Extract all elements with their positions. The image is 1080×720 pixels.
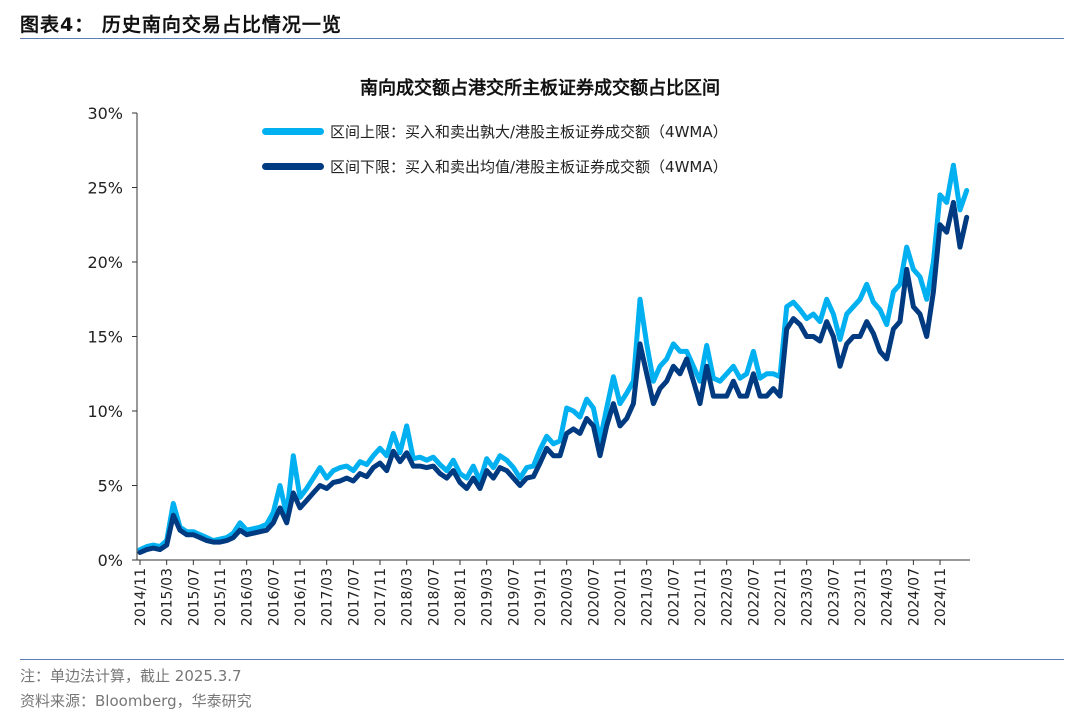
x-tick-label: 2017/11 bbox=[373, 568, 389, 626]
x-tick-label: 2016/03 bbox=[240, 568, 256, 626]
x-tick-label: 2015/11 bbox=[213, 568, 229, 626]
y-tick-label: 0% bbox=[98, 551, 123, 570]
x-tick-label: 2021/11 bbox=[693, 568, 709, 626]
x-tick-label: 2024/03 bbox=[880, 568, 896, 626]
x-tick-label: 2017/03 bbox=[320, 568, 336, 626]
legend-label-lower: 区间下限：买入和卖出均值/港股主板证券成交额（4WMA） bbox=[330, 158, 728, 176]
legend-item-lower: 区间下限：买入和卖出均值/港股主板证券成交额（4WMA） bbox=[262, 156, 728, 177]
source-note: 资料来源：Bloomberg，华泰研究 bbox=[20, 692, 252, 710]
header-rule bbox=[20, 38, 1064, 39]
y-tick-label: 5% bbox=[98, 477, 123, 496]
x-tick-label: 2024/11 bbox=[933, 568, 949, 626]
x-tick-label: 2015/07 bbox=[186, 568, 202, 626]
x-tick-label: 2016/11 bbox=[293, 568, 309, 626]
x-tick-label: 2022/07 bbox=[746, 568, 762, 626]
legend-swatch-lower bbox=[262, 163, 324, 170]
x-tick-label: 2018/07 bbox=[426, 568, 442, 626]
x-tick-label: 2017/07 bbox=[346, 568, 362, 626]
y-tick-label: 15% bbox=[87, 328, 123, 347]
x-tick-label: 2015/03 bbox=[160, 568, 176, 626]
y-tick-label: 20% bbox=[87, 253, 123, 272]
series-line-upper bbox=[137, 162, 970, 553]
x-tick-label: 2016/07 bbox=[266, 568, 282, 626]
y-tick-label: 25% bbox=[87, 179, 123, 198]
x-tick-label: 2020/03 bbox=[560, 568, 576, 626]
footer-rule bbox=[20, 659, 1064, 660]
x-tick-label: 2022/11 bbox=[773, 568, 789, 626]
x-tick-label: 2021/07 bbox=[666, 568, 682, 626]
legend-label-upper: 区间上限：买入和卖出孰大/港股主板证券成交额（4WMA） bbox=[330, 123, 728, 141]
x-tick-label: 2023/07 bbox=[826, 568, 842, 626]
x-tick-label: 2019/07 bbox=[506, 568, 522, 626]
y-tick-label: 30% bbox=[87, 104, 123, 123]
x-tick-label: 2020/11 bbox=[613, 568, 629, 626]
x-tick-label: 2021/03 bbox=[640, 568, 656, 626]
figure-header: 图表4： 历史南向交易占比情况一览 bbox=[20, 14, 342, 36]
x-tick-label: 2024/07 bbox=[906, 568, 922, 626]
x-tick-label: 2023/03 bbox=[800, 568, 816, 626]
x-tick-label: 2022/03 bbox=[720, 568, 736, 626]
footnote: 注：单边法计算，截止 2025.3.7 bbox=[20, 667, 242, 685]
legend-swatch-upper bbox=[262, 128, 324, 135]
x-tick-label: 2019/11 bbox=[533, 568, 549, 626]
x-tick-label: 2019/03 bbox=[480, 568, 496, 626]
y-tick-label: 10% bbox=[87, 402, 123, 421]
x-tick-label: 2018/11 bbox=[453, 568, 469, 626]
chart-title: 南向成交额占港交所主板证券成交额占比区间 bbox=[360, 77, 720, 99]
x-tick-label: 2020/07 bbox=[586, 568, 602, 626]
x-tick-label: 2023/11 bbox=[853, 568, 869, 626]
x-tick-label: 2018/03 bbox=[400, 568, 416, 626]
series-line-lower bbox=[137, 199, 970, 555]
legend-item-upper: 区间上限：买入和卖出孰大/港股主板证券成交额（4WMA） bbox=[262, 121, 728, 142]
x-tick-label: 2014/11 bbox=[133, 568, 149, 626]
